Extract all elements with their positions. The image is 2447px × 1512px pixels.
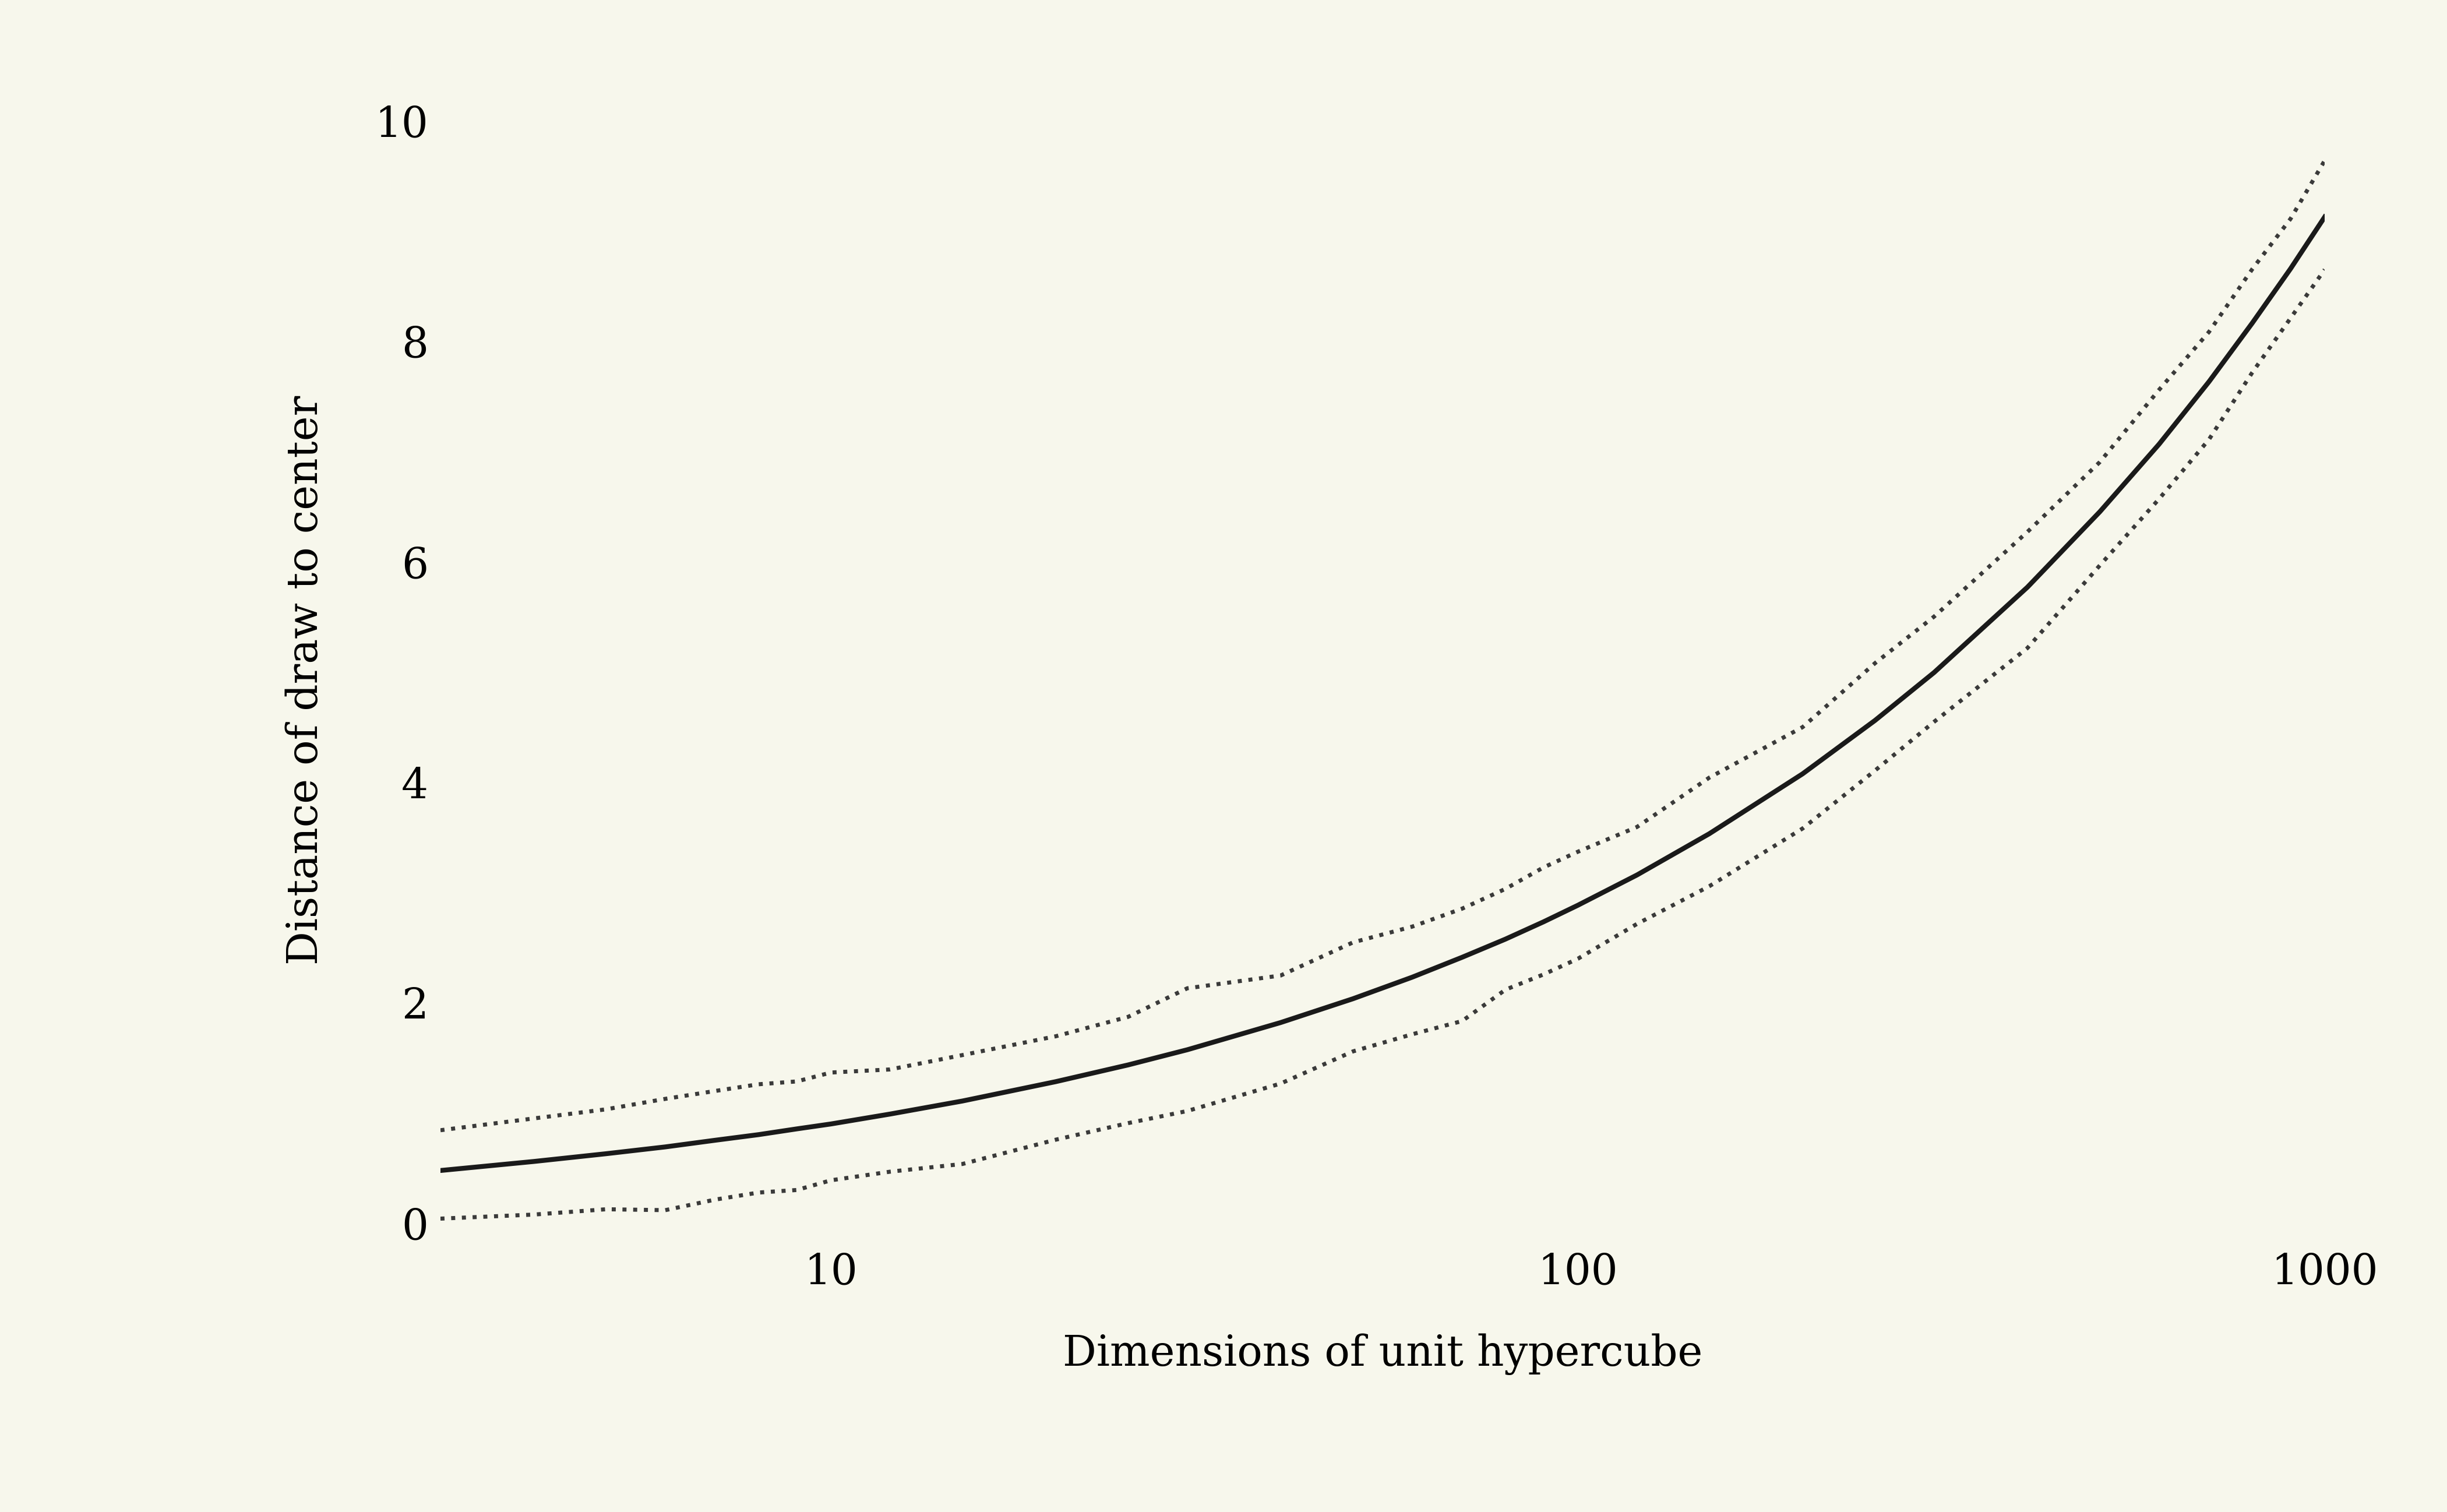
Y-axis label: Distance of draw to center: Distance of draw to center — [286, 396, 325, 965]
X-axis label: Dimensions of unit hypercube: Dimensions of unit hypercube — [1062, 1334, 1703, 1376]
